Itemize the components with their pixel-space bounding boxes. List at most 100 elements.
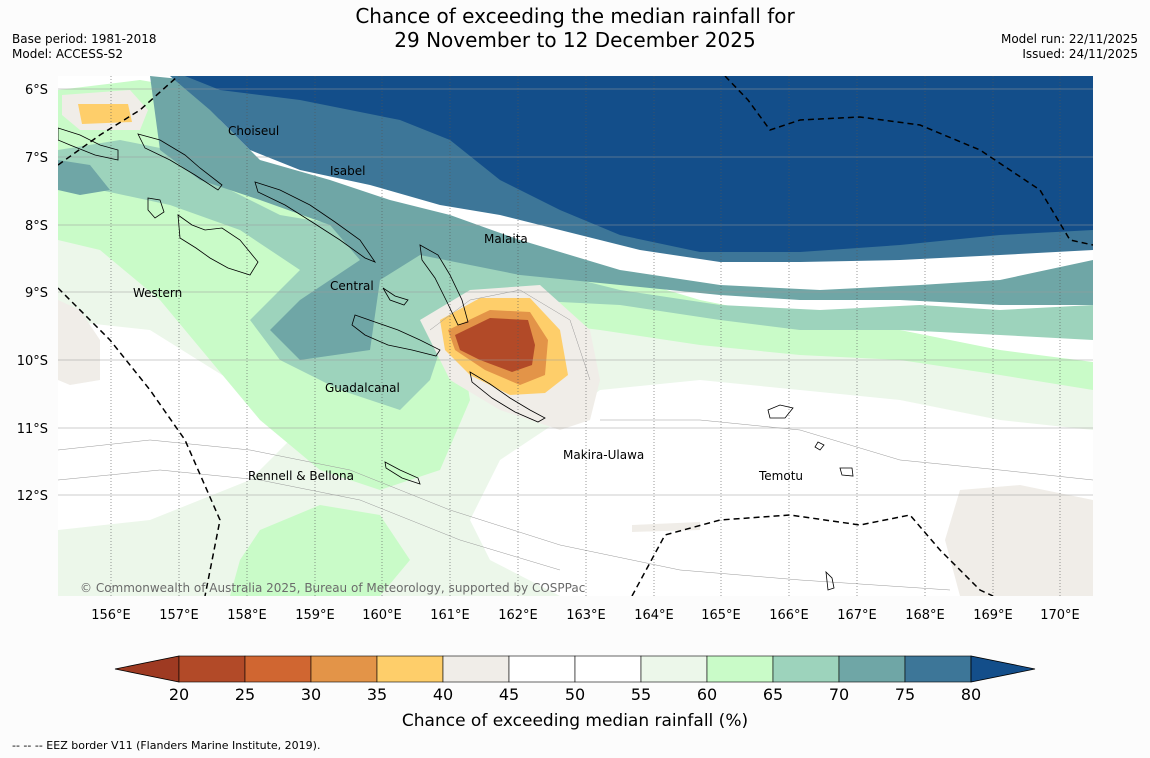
colorbar-tick: 40 xyxy=(433,685,453,704)
colorbar-tick: 65 xyxy=(763,685,783,704)
colorbar-segment xyxy=(838,655,906,683)
lat-label: 11°S xyxy=(17,422,48,437)
lon-label: 159°E xyxy=(295,608,335,623)
makira-island xyxy=(469,371,546,423)
colorbar-extend-high xyxy=(970,655,1036,683)
colorbar-extend-low xyxy=(114,655,180,683)
lon-label: 168°E xyxy=(905,608,945,623)
band-45-55-strip xyxy=(632,522,700,532)
colorbar-tick: 50 xyxy=(565,685,585,704)
colorbar-tick: 80 xyxy=(961,685,981,704)
lon-label: 170°E xyxy=(1040,608,1080,623)
colorbar-tick: 35 xyxy=(367,685,387,704)
colorbar-segment xyxy=(310,655,378,683)
region-label-guadalcanal: Guadalcanal xyxy=(325,381,400,395)
lon-label: 162°E xyxy=(498,608,538,623)
malaita-island xyxy=(419,244,469,326)
region-label-rennell: Rennell & Bellona xyxy=(248,469,354,483)
lat-label: 8°S xyxy=(25,219,48,234)
colorbar-segment xyxy=(244,655,312,683)
colorbar-tick: 30 xyxy=(301,685,321,704)
band-60-65-south xyxy=(230,505,410,596)
lat-label: 10°S xyxy=(17,354,48,369)
region-label-makira: Makira-Ulawa xyxy=(563,448,644,462)
region-label-temotu: Temotu xyxy=(758,469,803,483)
footer-note: -- -- -- EEZ border V11 (Flanders Marine… xyxy=(12,739,321,752)
contour-lines xyxy=(58,289,1093,591)
map-title: Chance of exceeding the median rainfall … xyxy=(0,4,1150,52)
region-label-isabel: Isabel xyxy=(330,164,365,178)
colorbar-tick: 25 xyxy=(235,685,255,704)
band-above-80 xyxy=(185,76,1093,252)
lon-label: 160°E xyxy=(362,608,402,623)
lon-label: 164°E xyxy=(634,608,674,623)
issued-date: Issued: 24/11/2025 xyxy=(1022,47,1138,61)
colorbar-segment xyxy=(574,655,642,683)
lon-label: 166°E xyxy=(769,608,809,623)
meta-left: Base period: 1981-2018 Model: ACCESS-S2 xyxy=(12,32,157,62)
vella-lavella-island xyxy=(147,197,165,219)
lon-label: 157°E xyxy=(159,608,199,623)
band-45-55-west xyxy=(58,300,100,385)
rainfall-probability-map: © Commonwealth of Australia 2025, Bureau… xyxy=(58,76,1093,596)
latitude-gridlines xyxy=(58,88,1093,496)
colorbar-segment xyxy=(442,655,510,683)
coastlines xyxy=(58,127,854,591)
colorbar-tick: 60 xyxy=(697,685,717,704)
colorbar-label: Chance of exceeding median rainfall (%) xyxy=(402,711,748,731)
lat-label: 7°S xyxy=(25,151,48,166)
colorbar-segment xyxy=(376,655,444,683)
colorbar-tick: 20 xyxy=(169,685,189,704)
colorbar-segment xyxy=(640,655,708,683)
region-label-choiseul: Choiseul xyxy=(228,124,279,138)
central-island xyxy=(382,287,409,306)
colorbar-segment xyxy=(508,655,576,683)
colorbar-tick: 55 xyxy=(631,685,651,704)
small-east-island xyxy=(814,441,825,451)
lon-label: 158°E xyxy=(227,608,267,623)
colorbar-segment xyxy=(706,655,774,683)
title-line-2: 29 November to 12 December 2025 xyxy=(394,28,756,52)
region-label-central: Central xyxy=(330,279,374,293)
rennell-island xyxy=(384,461,421,485)
colorbar-tick-labels: 20 25 30 35 40 45 50 55 60 65 70 75 80 xyxy=(169,685,981,704)
lon-label: 165°E xyxy=(701,608,741,623)
santa-cruz-island xyxy=(767,404,794,419)
colorbar-tick: 45 xyxy=(499,685,519,704)
band-70-75-west xyxy=(58,160,110,195)
lon-label: 169°E xyxy=(973,608,1013,623)
lat-label: 9°S xyxy=(25,286,48,301)
colorbar-tick: 70 xyxy=(829,685,849,704)
band-45-55-east xyxy=(945,485,1093,596)
lon-label: 161°E xyxy=(430,608,470,623)
lat-label: 6°S xyxy=(25,83,48,98)
colorbar xyxy=(114,655,1036,683)
lat-label: 12°S xyxy=(17,489,48,504)
lon-label: 163°E xyxy=(566,608,606,623)
region-labels: Choiseul Isabel Malaita Western Central … xyxy=(133,124,803,483)
model-name: Model: ACCESS-S2 xyxy=(12,47,124,61)
guadalcanal-island xyxy=(351,314,441,357)
band-25-30 xyxy=(455,318,535,372)
isabel-island xyxy=(254,181,377,263)
band-35-40-nw xyxy=(78,104,132,124)
temotu-small-island xyxy=(839,467,854,477)
copyright-text: © Commonwealth of Australia 2025, Bureau… xyxy=(80,581,585,595)
latitude-axis-labels: 6°S 7°S 8°S 9°S 10°S 11°S 12°S xyxy=(17,83,48,504)
region-label-malaita: Malaita xyxy=(484,232,528,246)
colorbar-segment xyxy=(178,655,246,683)
lon-label: 156°E xyxy=(91,608,131,623)
colorbar-segment xyxy=(904,655,972,683)
model-run: Model run: 22/11/2025 xyxy=(1000,32,1138,46)
region-label-western: Western xyxy=(133,286,182,300)
base-period: Base period: 1981-2018 xyxy=(12,32,157,46)
title-line-1: Chance of exceeding the median rainfall … xyxy=(355,4,795,28)
colorbar-segment xyxy=(772,655,840,683)
colorbar-tick: 75 xyxy=(895,685,915,704)
lon-label: 167°E xyxy=(837,608,877,623)
new-georgia-island xyxy=(177,214,259,276)
eez-borders xyxy=(58,76,1093,596)
tikopia-island xyxy=(825,570,835,591)
bougainville-coast xyxy=(58,127,119,161)
